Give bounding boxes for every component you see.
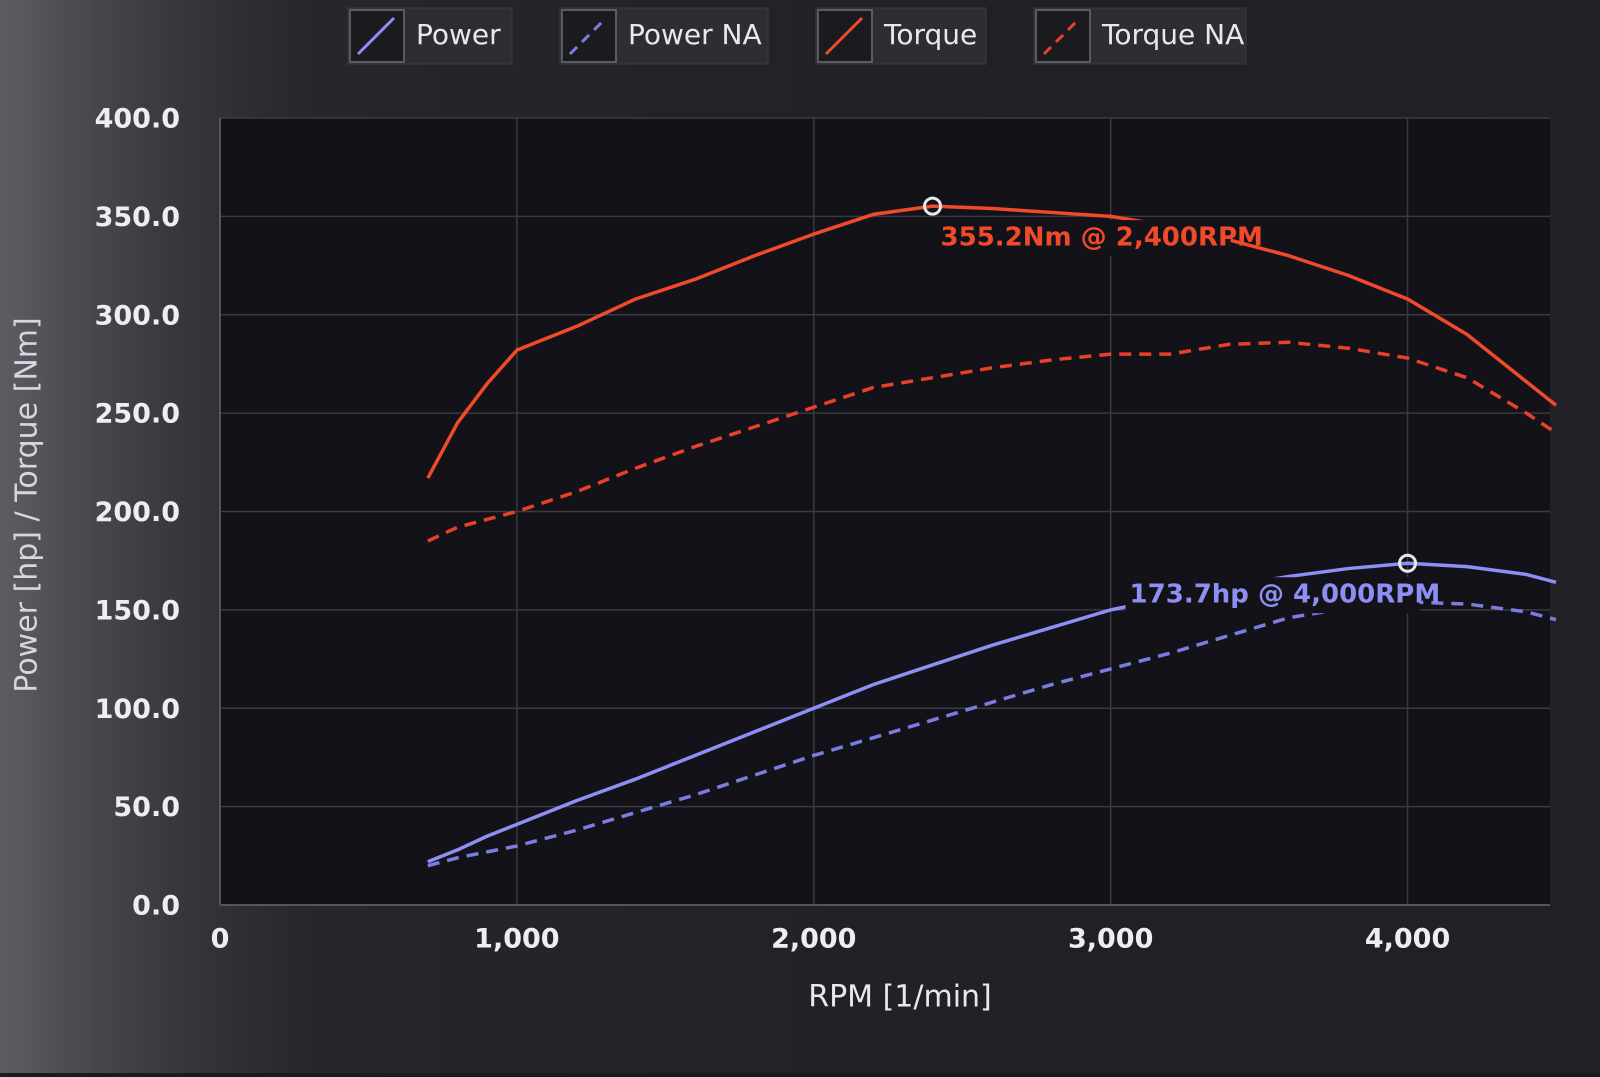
legend-label: Power	[416, 18, 501, 51]
y-tick-label: 0.0	[132, 891, 180, 922]
legend-label: Torque	[883, 18, 977, 51]
x-tick-label: 2,000	[771, 924, 856, 955]
series-line	[427, 340, 1557, 543]
x-tick-label: 3,000	[1068, 924, 1153, 955]
y-tick-label: 300.0	[95, 300, 180, 331]
x-tick-label: 1,000	[474, 924, 559, 955]
legend-swatch	[568, 16, 608, 56]
y-tick-label: 150.0	[95, 595, 180, 626]
y-tick-label: 250.0	[95, 399, 180, 430]
y-axis-title: Power [hp] / Torque [Nm]	[10, 317, 45, 692]
annotation-bg	[1125, 577, 1420, 614]
legend: Power Power NA Torque Torque NA	[347, 7, 1247, 65]
y-tick-label: 200.0	[95, 497, 180, 528]
legend-swatch	[356, 16, 396, 56]
y-tick-label: 350.0	[95, 202, 180, 233]
y-tick-label: 50.0	[113, 792, 180, 823]
legend-swatch	[824, 16, 864, 56]
x-tick-label: 4,000	[1365, 924, 1450, 955]
x-axis-title: RPM [1/min]	[808, 980, 992, 1015]
annotation-bg	[936, 220, 1231, 257]
y-tick-label: 400.0	[95, 104, 180, 135]
x-tick-label: 0	[211, 924, 230, 955]
series-line	[426, 204, 1558, 479]
series-line	[427, 561, 1557, 864]
legend-label: Power NA	[628, 18, 762, 51]
legend-label: Torque NA	[1101, 18, 1244, 51]
annotation: 173.7hp @ 4,000RPM	[1130, 580, 1441, 610]
legend-swatch	[1042, 16, 1082, 56]
peak-marker	[923, 196, 943, 216]
annotation: 355.2Nm @ 2,400RPM	[941, 223, 1263, 253]
y-tick-label: 100.0	[95, 694, 180, 725]
peak-marker	[1398, 553, 1418, 573]
